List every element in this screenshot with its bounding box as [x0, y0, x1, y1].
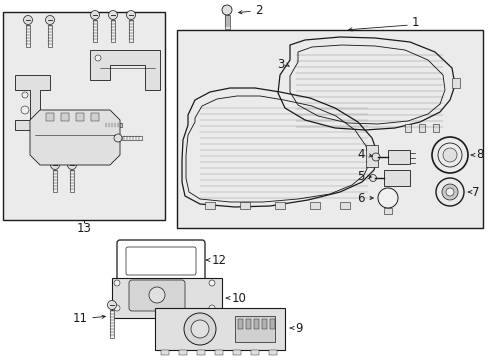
Circle shape — [183, 313, 216, 345]
Polygon shape — [30, 110, 120, 165]
Bar — [204, 202, 215, 209]
Bar — [253, 319, 259, 329]
Polygon shape — [15, 75, 50, 130]
Bar — [365, 145, 377, 167]
Bar — [432, 124, 438, 132]
Bar — [129, 19, 133, 41]
Bar — [111, 19, 115, 41]
Circle shape — [208, 280, 215, 286]
Text: 2: 2 — [254, 4, 262, 17]
Bar — [26, 24, 30, 46]
Circle shape — [96, 121, 104, 129]
Bar — [245, 319, 250, 329]
Text: 5: 5 — [357, 171, 364, 184]
Circle shape — [95, 55, 101, 61]
Text: 4: 4 — [357, 148, 364, 162]
Polygon shape — [90, 50, 160, 90]
Circle shape — [50, 161, 60, 170]
Text: 7: 7 — [471, 185, 479, 198]
Bar — [155, 308, 285, 350]
Bar — [122, 136, 142, 140]
Circle shape — [90, 10, 99, 19]
Circle shape — [208, 305, 215, 311]
Bar — [177, 30, 482, 228]
Bar — [76, 113, 84, 121]
Bar — [387, 150, 409, 164]
Bar — [339, 202, 349, 209]
Bar — [250, 350, 259, 355]
Circle shape — [114, 305, 120, 311]
Bar — [110, 310, 114, 338]
Bar — [274, 202, 285, 209]
Text: 1: 1 — [410, 15, 418, 28]
Bar — [232, 350, 241, 355]
Circle shape — [114, 134, 122, 142]
Bar — [383, 208, 391, 214]
Bar — [404, 124, 410, 132]
Text: 9: 9 — [294, 321, 302, 334]
Bar — [451, 78, 459, 88]
Bar — [93, 19, 97, 41]
Circle shape — [441, 184, 457, 200]
Text: 10: 10 — [231, 292, 246, 305]
Bar — [383, 170, 409, 186]
Bar — [48, 24, 52, 46]
FancyBboxPatch shape — [129, 280, 184, 311]
Circle shape — [67, 161, 76, 170]
Circle shape — [108, 10, 117, 19]
Text: 3: 3 — [277, 58, 285, 72]
Circle shape — [23, 15, 32, 24]
Text: 12: 12 — [212, 253, 226, 266]
Text: 6: 6 — [357, 192, 364, 204]
Bar — [53, 170, 57, 192]
Circle shape — [371, 153, 379, 161]
Circle shape — [107, 301, 116, 310]
Circle shape — [191, 320, 208, 338]
Bar — [3, 12, 164, 220]
Bar — [61, 113, 69, 121]
Text: 8: 8 — [475, 148, 482, 162]
Circle shape — [22, 92, 28, 98]
Circle shape — [369, 175, 376, 181]
Circle shape — [45, 15, 54, 24]
Circle shape — [377, 188, 397, 208]
Bar — [262, 319, 266, 329]
Bar — [91, 113, 99, 121]
Bar — [112, 278, 222, 318]
Bar — [268, 350, 276, 355]
Circle shape — [21, 106, 29, 114]
Bar — [309, 202, 319, 209]
Text: 13: 13 — [77, 221, 91, 234]
Circle shape — [114, 280, 120, 286]
Circle shape — [442, 148, 456, 162]
Bar — [215, 350, 223, 355]
Circle shape — [149, 287, 164, 303]
Circle shape — [222, 5, 231, 15]
Bar — [418, 124, 424, 132]
Bar — [235, 316, 274, 342]
Bar — [104, 123, 122, 127]
Bar — [161, 350, 169, 355]
Bar — [179, 350, 186, 355]
Bar — [197, 350, 204, 355]
Text: 11: 11 — [73, 311, 88, 324]
Bar — [224, 15, 229, 29]
Bar — [70, 170, 74, 192]
Bar — [269, 319, 274, 329]
Circle shape — [126, 10, 135, 19]
Bar — [240, 202, 249, 209]
Circle shape — [445, 188, 453, 196]
Bar — [46, 113, 54, 121]
Bar — [238, 319, 243, 329]
